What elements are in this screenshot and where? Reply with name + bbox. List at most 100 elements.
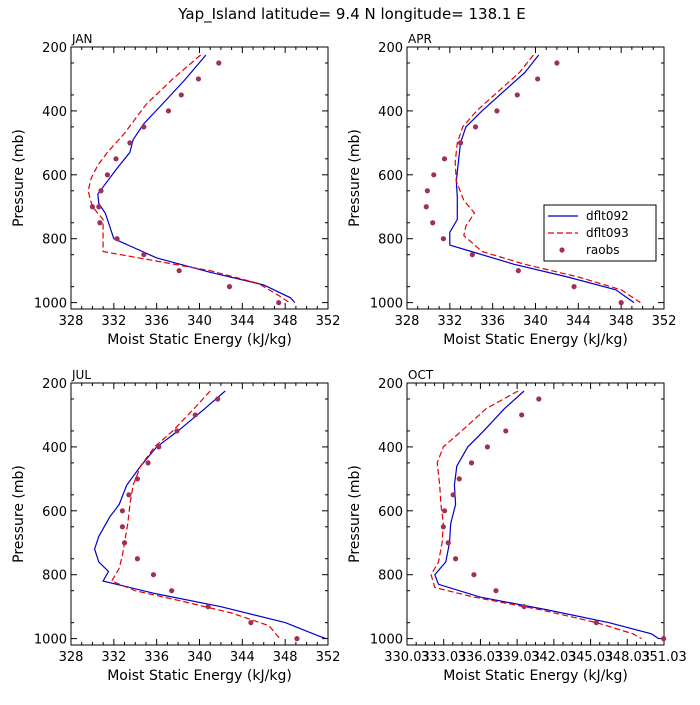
raobs-point <box>503 428 509 434</box>
x-tick-label: 345.03 <box>568 650 614 665</box>
raobs-point <box>440 524 446 530</box>
raobs-point <box>169 588 175 594</box>
raobs-point <box>424 188 430 194</box>
x-tick-label: 330.03 <box>384 650 430 665</box>
raobs-point <box>535 76 541 82</box>
y-tick-label: 600 <box>42 169 67 184</box>
x-tick-label: 352 <box>316 650 341 665</box>
legend: dflt092 dflt093 raobs <box>543 204 657 262</box>
x-tick-label: 332 <box>101 650 126 665</box>
y-tick-label: 1000 <box>370 297 403 312</box>
raobs-point <box>440 236 447 242</box>
raobs-point <box>450 492 456 498</box>
y-axis-label: Pressure (mb) <box>347 129 363 227</box>
y-tick-label: 400 <box>378 441 403 456</box>
series-line-dflt092 <box>449 54 635 304</box>
y-tick-label: 800 <box>42 233 67 248</box>
x-tick-label: 348 <box>273 650 298 665</box>
raobs-point <box>96 204 102 210</box>
raobs-point <box>618 300 624 306</box>
raobs-point <box>97 220 103 226</box>
y-tick-label: 200 <box>378 377 403 392</box>
x-tick-label: 328 <box>395 314 420 329</box>
raobs-point <box>98 188 104 194</box>
y-tick-label: 400 <box>378 105 403 120</box>
x-tick-label: 342.03 <box>531 650 577 665</box>
raobs-point <box>134 476 140 482</box>
y-tick-label: 400 <box>42 441 67 456</box>
raobs-point <box>226 284 233 290</box>
y-tick-label: 800 <box>378 233 403 248</box>
raobs-point <box>441 156 448 162</box>
x-tick-label: 333.03 <box>421 650 467 665</box>
figure-title: Yap_Island latitude= 9.4 N longitude= 13… <box>177 5 525 24</box>
raobs-point <box>554 60 560 66</box>
y-tick-label: 600 <box>378 169 403 184</box>
raobs-point <box>178 92 184 98</box>
raobs-point <box>456 476 462 482</box>
panel-title: APR <box>408 32 432 46</box>
raobs-point <box>276 300 282 306</box>
raobs-point <box>661 636 667 642</box>
series-line-dflt093 <box>87 54 290 304</box>
series-line-dflt092 <box>93 390 327 640</box>
raobs-point <box>114 236 120 242</box>
series-line-dflt092 <box>97 54 296 304</box>
y-tick-label: 800 <box>378 569 403 584</box>
plot-frame <box>70 382 329 646</box>
x-tick-label: 336 <box>480 314 505 329</box>
x-axis-label: Moist Static Energy (kJ/kg) <box>107 668 292 684</box>
raobs-point <box>494 108 500 114</box>
y-axis-label: Pressure (mb) <box>347 465 363 563</box>
x-tick-label: 344 <box>566 314 591 329</box>
y-tick-label: 200 <box>378 41 403 56</box>
raobs-point <box>294 636 300 642</box>
x-tick-label: 340 <box>523 314 548 329</box>
x-tick-label: 336.03 <box>458 650 504 665</box>
raobs-point <box>192 412 198 418</box>
y-tick-label: 400 <box>42 105 67 120</box>
x-axis-label: Moist Static Energy (kJ/kg) <box>107 332 292 348</box>
raobs-point <box>515 268 521 274</box>
y-tick-label: 800 <box>42 569 67 584</box>
x-tick-label: 352 <box>316 314 341 329</box>
raobs-point <box>423 204 429 210</box>
x-tick-label: 344 <box>230 314 255 329</box>
raobs-point <box>145 460 151 466</box>
y-axis-label: Pressure (mb) <box>11 129 27 227</box>
raobs-point <box>493 588 499 594</box>
y-tick-label: 600 <box>378 505 403 520</box>
y-tick-label: 1000 <box>34 297 67 312</box>
x-tick-label: 348 <box>273 314 298 329</box>
raobs-point <box>514 92 520 98</box>
series-line-dflt092 <box>434 390 660 640</box>
y-tick-label: 200 <box>42 41 67 56</box>
x-tick-label: 348 <box>609 314 634 329</box>
panel-apr: APR 328 332 336 340 344 348 352 200 400 600 800 1000… <box>347 32 676 348</box>
y-tick-label: 1000 <box>34 633 67 648</box>
raobs-point <box>195 76 202 82</box>
raobs-point <box>471 572 477 578</box>
raobs-point <box>571 284 577 290</box>
x-tick-label: 328 <box>59 314 84 329</box>
x-tick-label: 336 <box>144 650 169 665</box>
raobs-point <box>215 396 221 402</box>
panel-jul: JUL 328 332 336 340 344 348 352 200 400 600 800 1000… <box>11 368 340 684</box>
raobs-point <box>176 268 182 274</box>
raobs-point <box>121 540 128 546</box>
raobs-point <box>457 140 464 146</box>
raobs-point <box>119 508 125 514</box>
x-tick-label: 328 <box>59 650 84 665</box>
raobs-point <box>141 252 147 258</box>
x-tick-label: 339.03 <box>494 650 540 665</box>
x-tick-label: 332 <box>437 314 462 329</box>
x-tick-label: 340 <box>187 650 212 665</box>
x-axis-label: Moist Static Energy (kJ/kg) <box>443 668 628 684</box>
x-tick-label: 340 <box>187 314 212 329</box>
raobs-point <box>468 460 475 466</box>
x-tick-label: 332 <box>101 314 126 329</box>
panel-title: JAN <box>71 32 93 46</box>
raobs-point <box>126 492 132 498</box>
series-line-dflt093 <box>430 390 642 640</box>
raobs-point <box>156 444 162 450</box>
